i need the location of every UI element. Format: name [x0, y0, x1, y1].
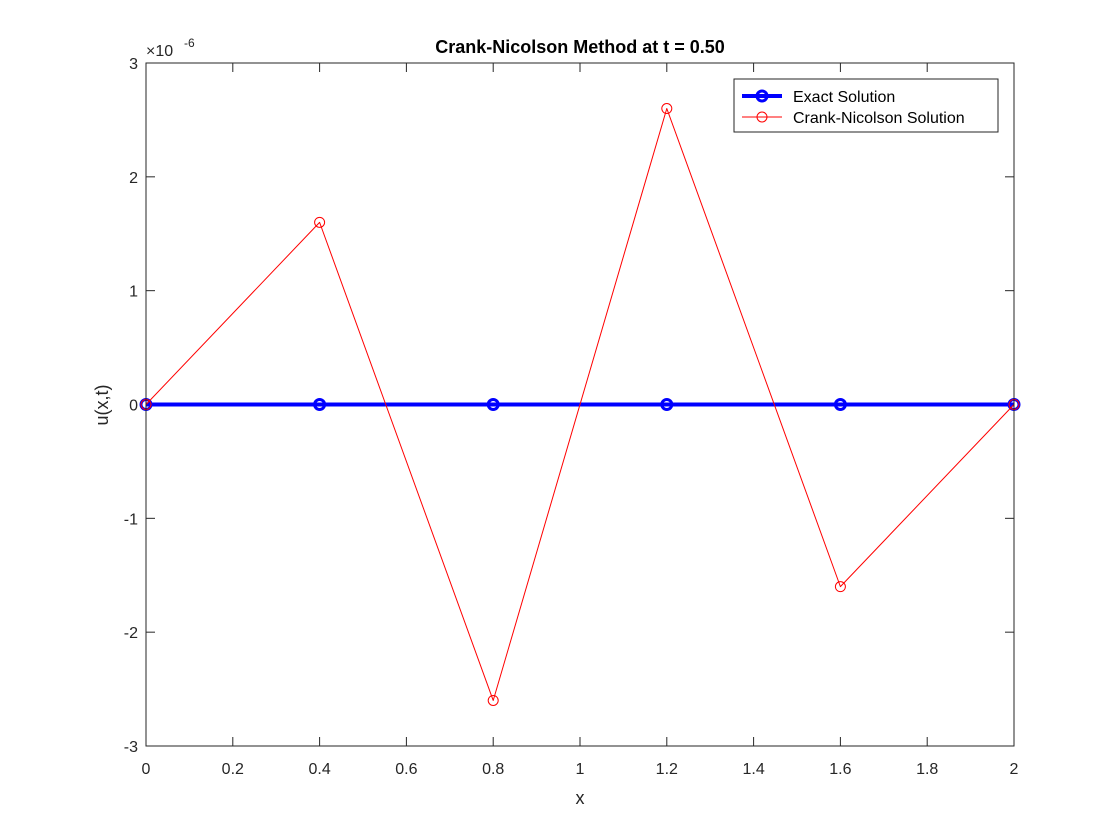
legend-exact-marker	[755, 89, 769, 103]
x-tick-label: 0.4	[308, 761, 330, 778]
y-tick-label: 2	[129, 170, 138, 187]
x-tick-label: 1.8	[916, 761, 938, 778]
chart-title: Crank-Nicolson Method at t = 0.50	[435, 37, 725, 57]
data-point	[660, 398, 674, 411]
x-tick-label: 0.6	[395, 761, 417, 778]
x-tick-label: 0.2	[222, 761, 244, 778]
data-point	[834, 581, 846, 593]
data-point	[487, 694, 499, 706]
ticks-layer: 0 0.2 0.4 0.6 0.8 1 1.2 1.4 1.6 1.8 2 -3 -2 -1 0 1 2 3	[124, 56, 1019, 778]
data-point	[313, 398, 327, 411]
x-tick-label: 2	[1010, 761, 1019, 778]
data-point	[661, 103, 673, 115]
x-tick-label: 1.2	[656, 761, 678, 778]
legend: Exact Solution Crank-Nicolson Solution	[733, 78, 999, 133]
data-point	[486, 398, 500, 411]
y-exponent-value: -6	[184, 36, 195, 50]
y-tick-label: 1	[129, 284, 138, 301]
y-tick-label: -1	[124, 511, 138, 528]
legend-box	[733, 78, 999, 133]
series-line	[145, 108, 1015, 701]
x-tick-label: 1.6	[829, 761, 851, 778]
y-tick-label: 3	[129, 56, 138, 73]
data-point	[314, 216, 326, 228]
x-tick-label: 0	[142, 761, 151, 778]
y-axis-label: u(x,t)	[92, 384, 112, 425]
data-point	[833, 398, 847, 411]
legend-cn-label: Crank-Nicolson Solution	[793, 110, 965, 127]
x-tick-label: 0.8	[482, 761, 504, 778]
y-tick-label: -3	[124, 739, 138, 756]
legend-exact-label: Exact Solution	[793, 89, 895, 106]
x-tick-label: 1.4	[742, 761, 764, 778]
axes-box	[145, 62, 1015, 747]
x-tick-label: 1	[576, 761, 585, 778]
y-tick-label: 0	[129, 398, 138, 415]
x-axis-label: x	[576, 788, 585, 808]
legend-cn-marker	[756, 111, 768, 123]
y-tick-label: -2	[124, 625, 138, 642]
y-exponent-label: ×10	[146, 43, 173, 60]
